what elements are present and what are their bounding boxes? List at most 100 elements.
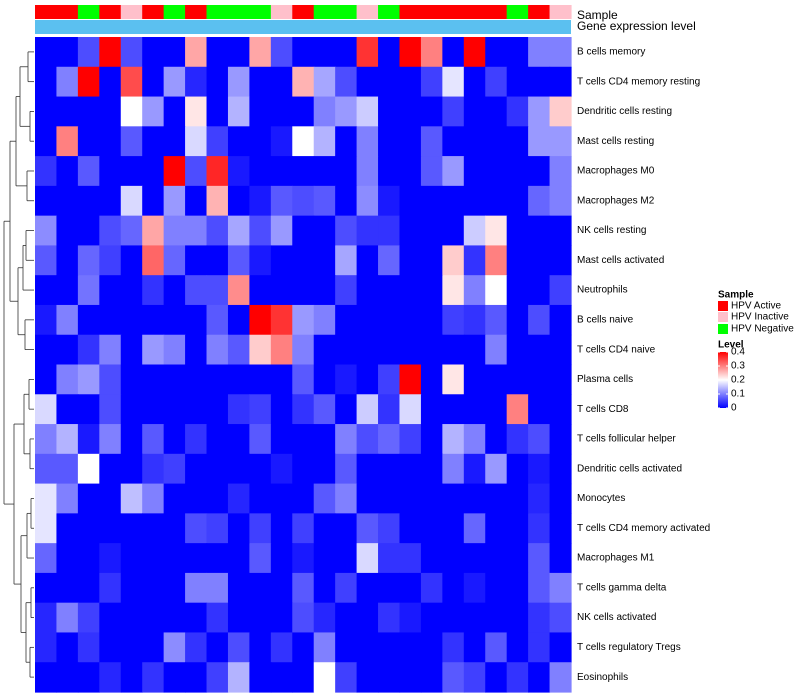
heatmap-cell	[163, 662, 186, 693]
heatmap-cell	[227, 513, 250, 544]
heatmap-cell	[485, 572, 508, 604]
heatmap-cell	[399, 483, 422, 514]
heatmap-cell	[442, 394, 465, 425]
heatmap-cell	[99, 304, 122, 336]
heatmap-cell	[420, 394, 443, 425]
legend: Sample HPV Active HPV Inactive HPV Negat…	[718, 290, 794, 414]
heatmap-cell	[485, 126, 508, 157]
heatmap-cell	[185, 424, 208, 455]
heatmap-cell	[356, 126, 379, 157]
heatmap-cell	[99, 572, 122, 604]
heatmap-cell	[335, 245, 358, 276]
heatmap-cell	[163, 185, 186, 217]
heatmap-cell	[77, 543, 100, 574]
heatmap-cell	[463, 37, 486, 68]
heatmap-cell	[313, 215, 336, 247]
heatmap-cell	[206, 602, 229, 634]
heatmap-cell	[206, 424, 229, 455]
heatmap-cell	[35, 66, 58, 98]
legend-label-hpv-negative: HPV Negative	[731, 324, 794, 335]
sample-track-cell	[249, 5, 272, 19]
heatmap-cell	[227, 364, 250, 395]
heatmap-cell	[227, 632, 250, 663]
heatmap-cell	[35, 37, 58, 68]
heatmap-cell	[549, 96, 572, 127]
heatmap-cell	[420, 424, 443, 455]
heatmap-cell	[120, 334, 143, 366]
heatmap-cell	[313, 662, 336, 693]
heatmap-cell	[77, 453, 100, 485]
heatmap-cell	[485, 453, 508, 485]
heatmap-cell	[420, 215, 443, 247]
heatmap-cell	[549, 66, 572, 98]
heatmap-cell	[56, 66, 79, 98]
heatmap-cell	[549, 275, 572, 306]
heatmap-cell	[485, 424, 508, 455]
legend-label-hpv-active: HPV Active	[731, 301, 781, 312]
sample-track-cell	[185, 5, 208, 19]
sample-legend-title: Sample	[718, 290, 754, 301]
heatmap-cell	[399, 453, 422, 485]
heatmap-cell	[463, 126, 486, 157]
heatmap-cell	[313, 37, 336, 68]
heatmap-cell	[549, 513, 572, 544]
heatmap-cell	[335, 632, 358, 663]
heatmap-cell	[270, 513, 293, 544]
heatmap-cell	[120, 96, 143, 127]
heatmap-cell	[485, 602, 508, 634]
heatmap-cell	[528, 394, 551, 425]
heatmap-cell	[549, 662, 572, 693]
legend-swatch-hpv-active	[718, 301, 728, 311]
heatmap-cell	[356, 37, 379, 68]
heatmap-cell	[292, 126, 315, 157]
heatmap-cell	[249, 156, 272, 187]
row-label: Dendritic cells resting	[577, 106, 672, 117]
heatmap-cell	[485, 394, 508, 425]
heatmap-cell	[142, 364, 165, 395]
heatmap-cell	[56, 424, 79, 455]
heatmap-cell	[528, 66, 551, 98]
heatmap-cell	[442, 543, 465, 574]
heatmap-cell	[142, 66, 165, 98]
heatmap-cell	[56, 96, 79, 127]
heatmap-cell	[227, 37, 250, 68]
row-label: B cells naive	[577, 314, 634, 325]
heatmap-cell	[378, 483, 401, 514]
heatmap-cell	[356, 602, 379, 634]
heatmap-cell	[420, 662, 443, 693]
heatmap-cell	[77, 364, 100, 395]
heatmap-cell	[485, 483, 508, 514]
heatmap-cell	[442, 364, 465, 395]
heatmap-cell	[163, 424, 186, 455]
heatmap-cell	[206, 364, 229, 395]
heatmap-cell	[313, 602, 336, 634]
heatmap-cell	[270, 453, 293, 485]
heatmap-cell	[463, 215, 486, 247]
heatmap-cell	[77, 334, 100, 366]
heatmap-cell	[56, 304, 79, 336]
annotation-tracks	[35, 5, 572, 34]
heatmap-cell	[249, 602, 272, 634]
heatmap-cell	[163, 602, 186, 634]
heatmap-cell	[356, 334, 379, 366]
heatmap-cell	[120, 245, 143, 276]
heatmap-cell	[185, 334, 208, 366]
heatmap-cell	[420, 304, 443, 336]
heatmap-cell	[313, 632, 336, 663]
heatmap-cell	[442, 245, 465, 276]
heatmap-cell	[77, 185, 100, 217]
row-label: Mast cells activated	[577, 255, 664, 266]
heatmap-cell	[399, 275, 422, 306]
heatmap-cell	[249, 364, 272, 395]
heatmap-cell	[249, 483, 272, 514]
heatmap-cell	[227, 156, 250, 187]
heatmap-cell	[528, 513, 551, 544]
heatmap-cell	[463, 662, 486, 693]
heatmap-cell	[77, 156, 100, 187]
sample-track-cell	[120, 5, 143, 19]
heatmap-cell	[506, 156, 529, 187]
heatmap-cell	[120, 364, 143, 395]
heatmap-cell	[227, 96, 250, 127]
heatmap-cell	[35, 543, 58, 574]
heatmap-cell	[506, 185, 529, 217]
